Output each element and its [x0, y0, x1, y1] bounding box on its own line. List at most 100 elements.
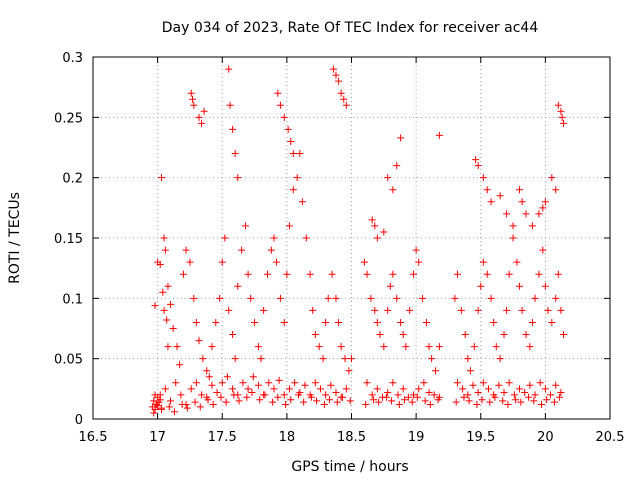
data-point	[217, 393, 225, 401]
data-point	[326, 396, 334, 404]
data-point	[522, 210, 530, 218]
data-point	[503, 210, 511, 218]
data-point	[363, 379, 371, 387]
data-point	[554, 101, 562, 109]
data-point	[558, 113, 566, 121]
data-point	[460, 393, 468, 401]
data-point	[525, 393, 533, 401]
data-point	[158, 405, 166, 413]
data-point	[432, 367, 440, 375]
data-point	[541, 385, 549, 393]
data-point	[509, 222, 517, 230]
data-point	[552, 381, 560, 389]
x-tick-label: 19.5	[466, 430, 495, 445]
data-point	[156, 261, 164, 269]
data-point	[412, 246, 420, 254]
data-point	[435, 131, 443, 139]
data-point	[199, 355, 207, 363]
data-point	[324, 294, 332, 302]
data-point	[491, 393, 499, 401]
data-point	[384, 388, 392, 396]
data-point	[483, 270, 491, 278]
data-point	[348, 355, 355, 363]
data-point	[225, 65, 233, 73]
data-point	[341, 355, 349, 363]
data-point	[541, 198, 549, 206]
data-point	[316, 385, 324, 393]
data-point	[399, 385, 407, 393]
data-point	[337, 343, 345, 351]
data-point	[393, 294, 401, 302]
data-point	[287, 396, 295, 404]
data-point	[302, 234, 310, 242]
data-point	[280, 113, 288, 121]
data-point	[289, 186, 297, 194]
data-point	[151, 405, 159, 413]
x-tick-label: 19	[408, 430, 425, 445]
x-tick-label: 17.5	[208, 430, 237, 445]
data-point	[244, 270, 252, 278]
data-point	[485, 385, 493, 393]
data-point	[187, 89, 195, 97]
data-point	[260, 306, 268, 314]
data-point	[167, 300, 175, 308]
data-point	[335, 318, 343, 326]
data-point	[150, 409, 158, 417]
data-point	[404, 393, 412, 401]
data-point	[291, 379, 299, 387]
data-point	[500, 388, 508, 396]
data-point	[512, 396, 520, 404]
data-point	[526, 343, 534, 351]
data-point	[521, 388, 529, 396]
chart-title: Day 034 of 2023, Rate Of TEC Index for r…	[162, 20, 539, 36]
data-point	[301, 381, 309, 389]
data-point	[226, 101, 234, 109]
data-point	[496, 355, 504, 363]
data-point	[182, 246, 190, 254]
data-point	[265, 379, 273, 387]
data-point	[415, 385, 423, 393]
data-point	[526, 381, 534, 389]
data-point	[257, 355, 265, 363]
data-point	[382, 393, 390, 401]
x-tick-labels: 16.5 17 17.5 18 18.5 19 19.5 20 20.5	[79, 430, 625, 445]
data-point	[518, 198, 526, 206]
y-tick-label: 0.15	[54, 232, 83, 247]
data-point	[389, 186, 397, 194]
data-point	[552, 294, 560, 302]
data-point	[295, 391, 303, 399]
data-point	[537, 401, 545, 409]
data-point	[332, 388, 340, 396]
data-point	[477, 282, 485, 290]
data-point	[190, 101, 198, 109]
data-point	[373, 234, 381, 242]
data-point	[415, 258, 423, 266]
x-tick-label: 20.5	[596, 430, 625, 445]
data-point	[333, 398, 341, 406]
data-point	[500, 331, 508, 339]
y-tick-label: 0.1	[62, 292, 83, 307]
data-point	[167, 397, 175, 405]
data-point	[380, 343, 388, 351]
data-point	[342, 101, 350, 109]
data-point	[399, 331, 407, 339]
data-point	[205, 373, 213, 381]
data-point	[492, 343, 500, 351]
data-point	[430, 391, 438, 399]
data-point	[276, 101, 284, 109]
data-point	[187, 385, 195, 393]
data-point	[451, 294, 459, 302]
data-point	[311, 331, 319, 339]
data-point	[195, 337, 203, 345]
y-tick-label: 0.05	[54, 353, 83, 368]
data-point	[420, 379, 428, 387]
data-point	[296, 150, 304, 158]
data-point	[421, 397, 429, 405]
data-point	[212, 318, 220, 326]
data-point	[539, 204, 547, 212]
data-point	[275, 376, 283, 384]
data-point	[239, 379, 247, 387]
data-point	[307, 393, 315, 401]
data-point	[254, 381, 262, 389]
data-point	[322, 391, 330, 399]
